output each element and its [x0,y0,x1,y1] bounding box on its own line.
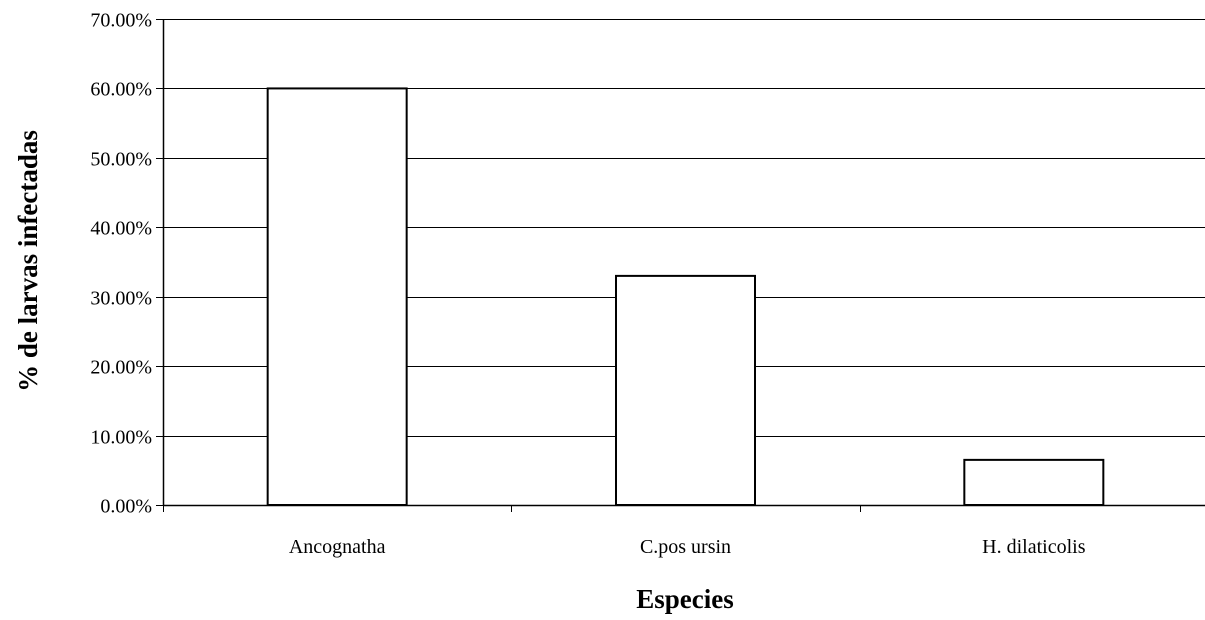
bar [615,274,756,506]
y-tick-label: 70.00% [90,10,152,32]
y-tick-label: 40.00% [90,218,152,240]
x-tick-label: C.pos ursin [640,536,731,558]
x-axis-title: Especies [636,584,734,614]
y-tick-label: 30.00% [90,288,152,310]
bar [266,87,408,507]
y-tick-label: 60.00% [90,79,152,101]
x-tick-label: H. dilaticolis [982,536,1086,558]
y-tick-labels: 0.00% 10.00% 20.00% 30.00% 40.00% 50.00% 60.00… [90,10,152,518]
y-tick-label: 20.00% [90,357,152,379]
bars [266,87,1105,507]
axes [156,19,1205,512]
bar [963,458,1105,506]
y-tick-label: 50.00% [90,149,152,171]
x-tick-label: Ancognatha [289,536,386,558]
y-tick-label: 10.00% [90,427,152,449]
x-tick-labels: Ancognatha C.pos ursin H. dilaticolis [289,536,1086,558]
y-axis-title: % de larvas infectadas [13,130,43,392]
y-tick-label: 0.00% [100,496,152,518]
